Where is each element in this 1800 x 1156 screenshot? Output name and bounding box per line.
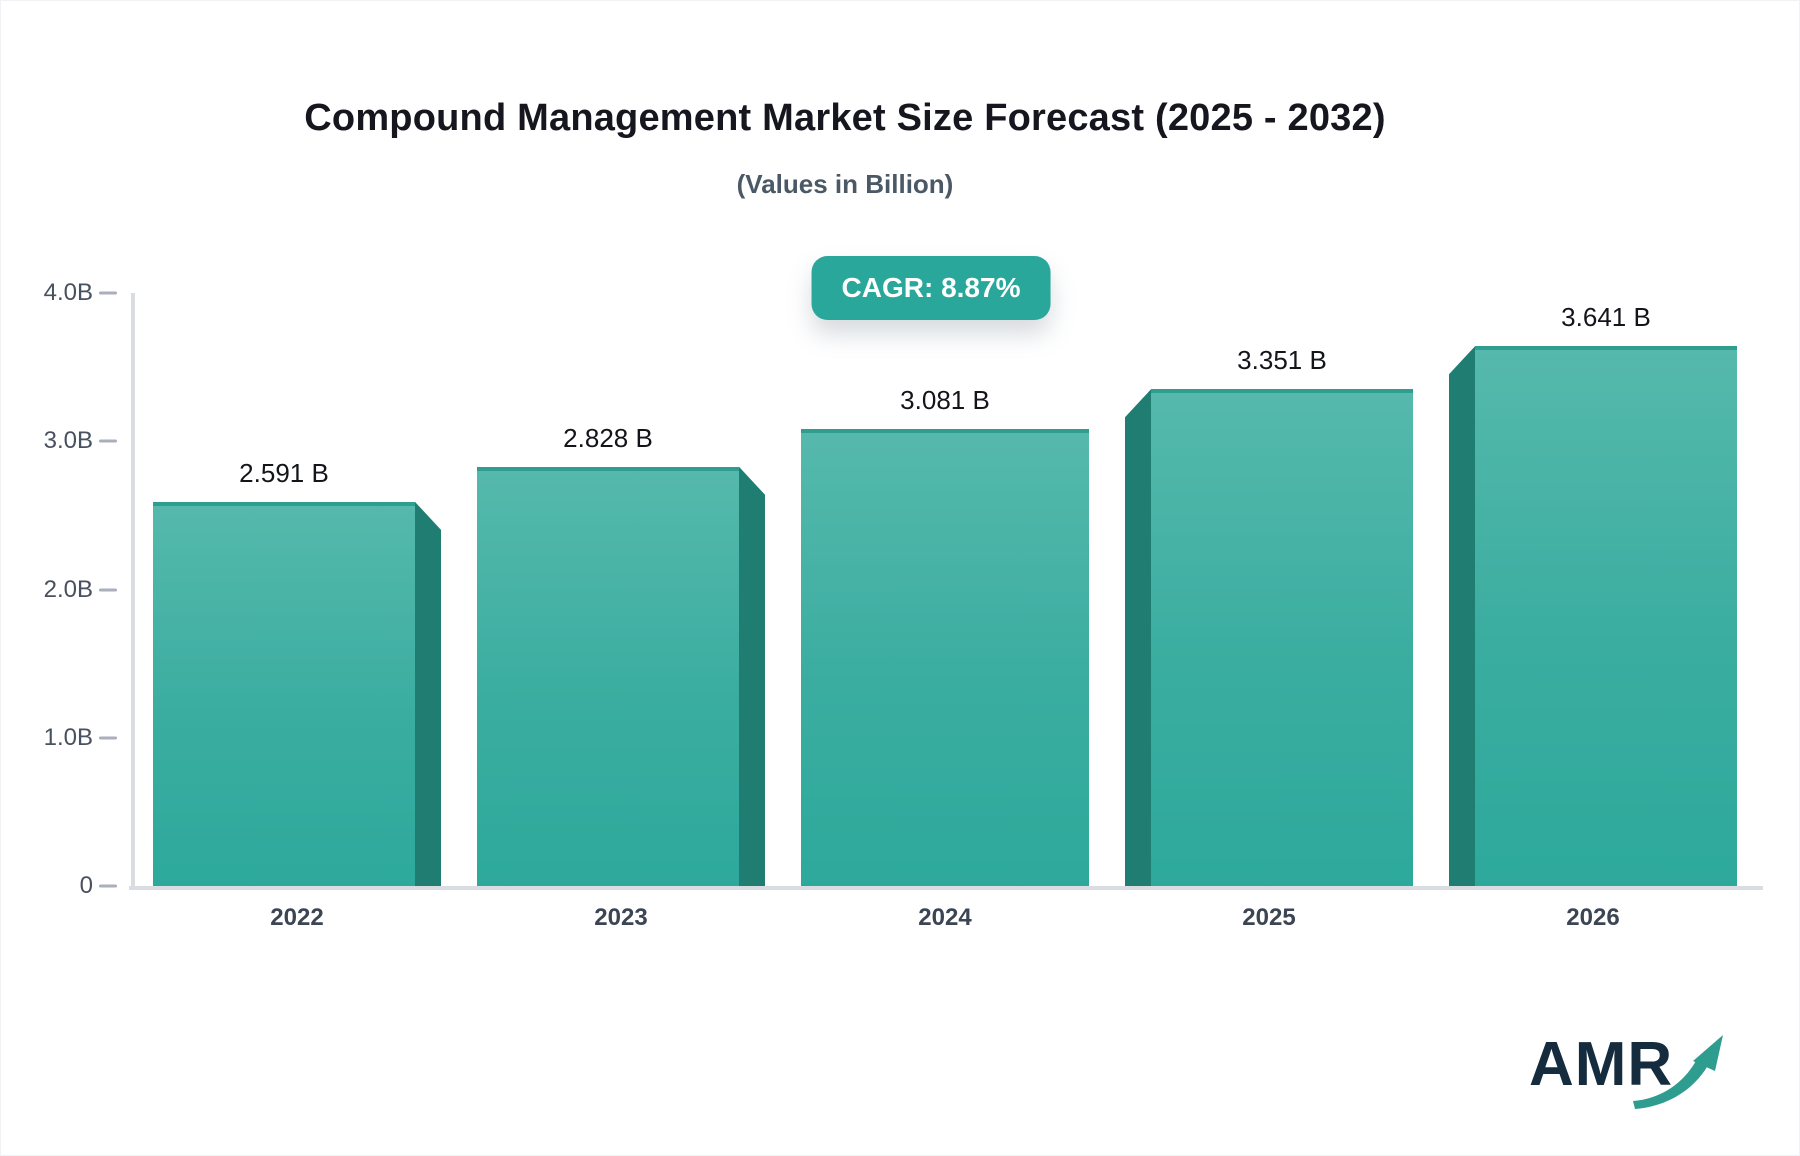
x-tick-label-2026: 2026 — [1566, 904, 1620, 931]
y-tick-label: 1.0B — [43, 723, 93, 751]
cagr-badge: CAGR: 8.87% — [811, 256, 1051, 320]
amr-logo: AMR — [1529, 1023, 1729, 1113]
bar-2025 — [1125, 389, 1413, 886]
y-tick-label: 0 — [79, 872, 93, 899]
x-axis-line — [129, 886, 1763, 890]
y-axis-line — [131, 293, 135, 886]
bar-value-label: 3.081 B — [900, 385, 990, 416]
y-tick-dash — [99, 291, 117, 295]
bar-value-label: 3.641 B — [1561, 302, 1651, 333]
x-tick-label-2024: 2024 — [918, 904, 972, 931]
chart-subtitle: (Values in Billion) — [736, 169, 954, 199]
x-tick-label-2023: 2023 — [594, 904, 648, 931]
bar-2023 — [477, 466, 765, 886]
bar-face — [153, 501, 415, 886]
y-tick-dash — [99, 736, 117, 740]
bar-value-label: 3.351 B — [1237, 345, 1327, 376]
bar-3d-side — [739, 466, 765, 886]
y-tick-label: 2.0B — [43, 575, 93, 603]
y-tick-dash — [99, 588, 117, 591]
bar-3d-side — [1125, 389, 1151, 886]
x-tick-label-2022: 2022 — [270, 904, 324, 931]
bar-2024 — [801, 429, 1089, 886]
bar-3d-side — [1449, 346, 1475, 886]
x-tick-label-2025: 2025 — [1242, 904, 1296, 931]
y-tick-label: 4.0B — [43, 279, 93, 306]
bar-2026 — [1449, 346, 1737, 886]
chart-title: Compound Management Market Size Forecast… — [304, 97, 1386, 139]
y-tick-dash — [99, 439, 117, 443]
bar-face — [1151, 389, 1413, 886]
bar-2022 — [153, 501, 441, 886]
bar-face — [477, 466, 739, 886]
bar-value-label: 2.828 B — [563, 422, 653, 453]
growth-arrow-icon — [1633, 1035, 1723, 1109]
y-tick-dash — [99, 884, 117, 888]
bar-value-label: 2.591 B — [239, 457, 329, 488]
bar-face — [1475, 346, 1737, 886]
bar-3d-side — [415, 501, 441, 886]
bar-face — [801, 429, 1089, 886]
amr-logo-text: AMR — [1529, 1030, 1674, 1099]
y-tick-label: 3.0B — [43, 427, 93, 455]
